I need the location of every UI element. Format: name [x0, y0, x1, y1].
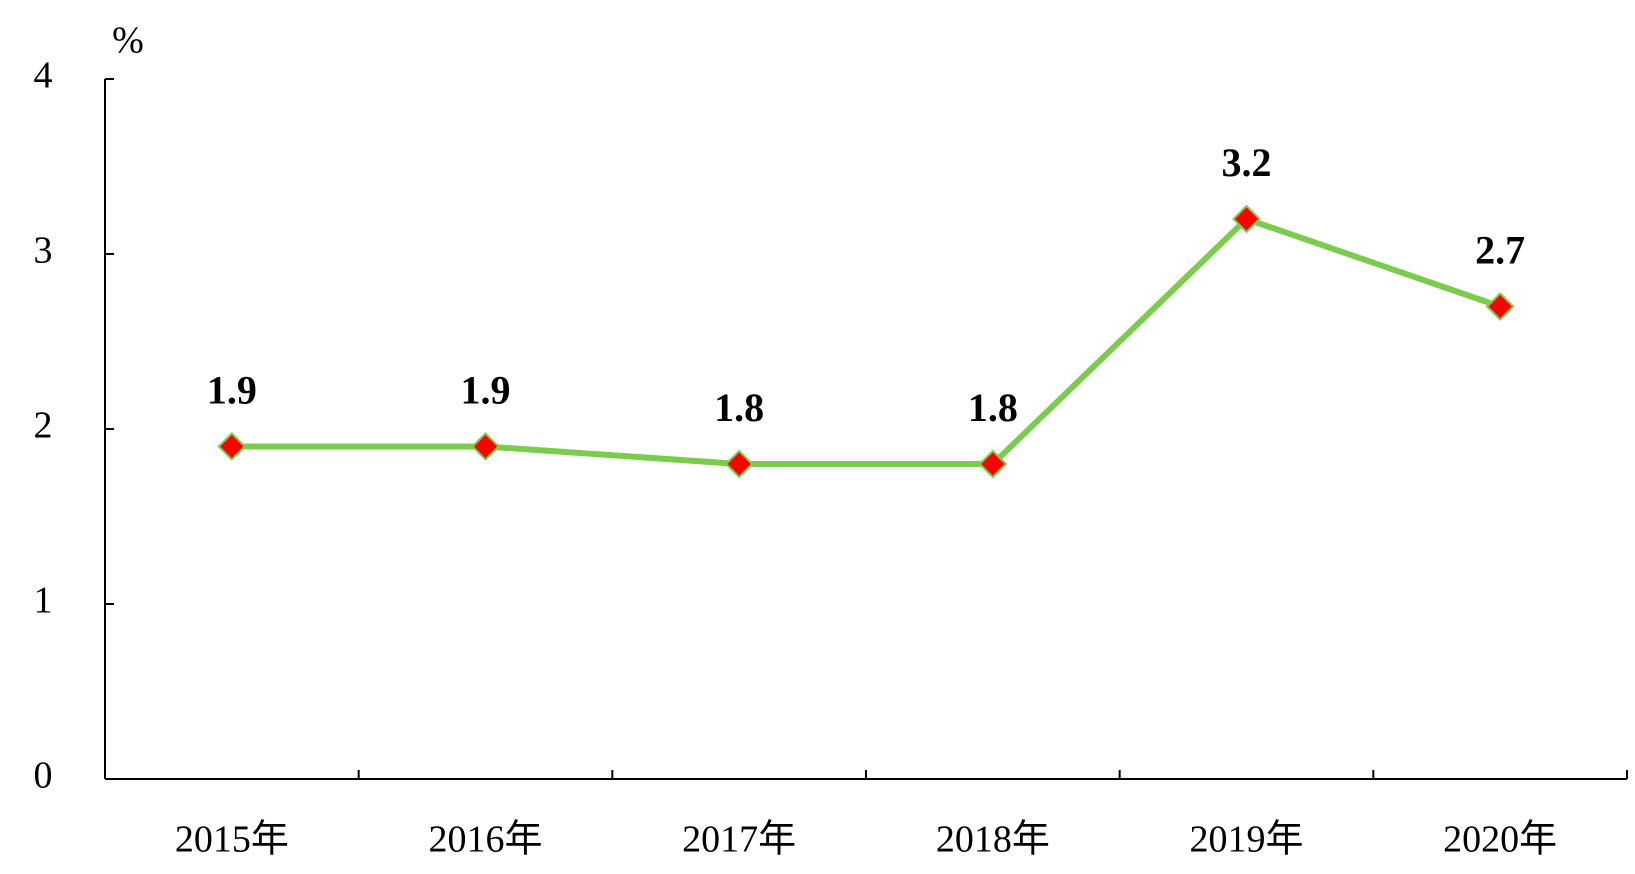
data-label: 3.2	[1222, 140, 1272, 185]
line-series	[231, 216, 1502, 467]
x-tick-label: 2019年	[1189, 819, 1303, 861]
y-tick-label: 4	[34, 55, 53, 97]
x-tick-label: 2015年	[175, 819, 289, 861]
data-label: 1.9	[461, 368, 511, 413]
data-label: 1.8	[968, 385, 1018, 430]
marker	[217, 432, 247, 461]
x-tick-label: 2018年	[936, 819, 1050, 861]
y-axis-label: %	[112, 20, 144, 62]
y-tick-label: 3	[34, 230, 53, 272]
marker	[1485, 292, 1515, 321]
data-label: 1.8	[714, 385, 764, 430]
marker	[978, 449, 1008, 479]
y-tick-label: 1	[34, 580, 53, 622]
marker	[724, 449, 754, 479]
data-label: 1.9	[207, 368, 257, 413]
y-tick-label: 0	[34, 755, 53, 797]
marker	[471, 432, 500, 461]
data-label: 2.7	[1475, 228, 1525, 273]
x-tick-label: 2020年	[1443, 819, 1557, 861]
x-tick-label: 2016年	[428, 819, 542, 861]
x-tick-label: 2017年	[682, 819, 796, 861]
marker	[1232, 204, 1261, 234]
y-tick-label: 2	[34, 405, 53, 447]
